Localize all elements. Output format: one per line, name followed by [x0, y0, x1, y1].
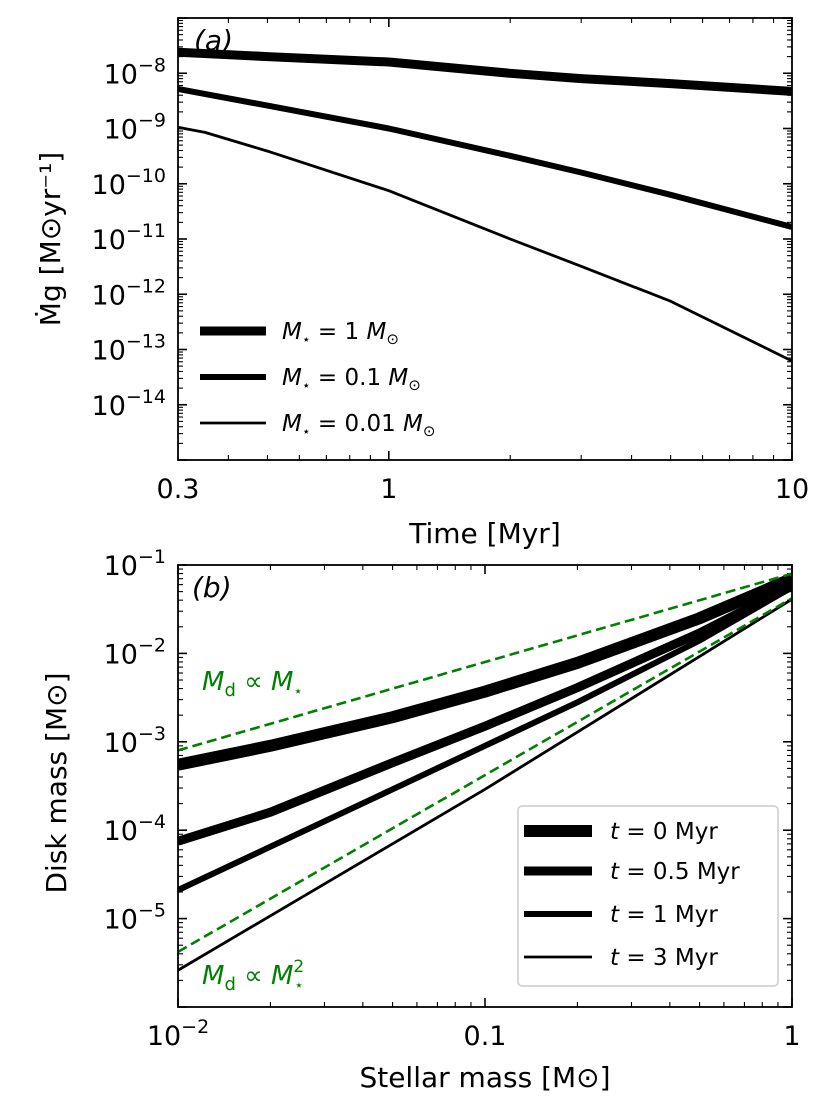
panel-a-ytick-label: 10−12: [92, 275, 166, 311]
panel-b-series-1: [178, 581, 792, 846]
panel-b-legend-label-0: t = 0 Myr: [610, 819, 718, 845]
panel-b-xtick-label: 10−2: [147, 1016, 209, 1052]
panel-a-frame: [177, 17, 793, 461]
panel-a-xtick-label: 1: [380, 474, 397, 505]
panel-b-xlabel: Stellar mass [M⊙]: [359, 1061, 610, 1094]
panel-b-series-5: [178, 597, 792, 954]
panel-b-annotation-linear-scaling: Md ∝ M⋆: [202, 667, 303, 701]
panel-b-ytick-label: 10−4: [104, 811, 166, 847]
panel-b-frame: [177, 564, 793, 1008]
panel-b-ytick-label: 10−2: [104, 634, 166, 670]
panel-a-ylabel-text: Ṁg [M⊙yr⁻¹]: [34, 152, 67, 326]
panel-b-xtick-label: 1: [783, 1021, 800, 1052]
panel-a-ytick-label: 10−14: [92, 386, 166, 422]
panel-b-series-2: [178, 584, 792, 893]
panel-a-series-2: [178, 125, 792, 363]
panel-a-label: (a): [194, 24, 233, 57]
panel-b-series-4: [178, 572, 792, 752]
panel-b-xtick-label: 0.1: [464, 1021, 507, 1052]
panel-a-ytick-label: 10−13: [92, 331, 166, 367]
panel-a-legend-label-1: M⋆ = 0.1 M⊙: [282, 365, 421, 394]
panel-a-ticks: 0.3 1 10 10−8 10−9 10−10 10−11 10−12 10−13 10−14: [92, 17, 809, 505]
panel-b-ylabel-text: Disk mass [M⊙]: [40, 672, 73, 893]
panel-b-label: (b): [192, 571, 232, 604]
panel-a-ytick-label: 10−10: [92, 165, 166, 201]
panel-b-series-3: [178, 598, 792, 972]
panel-a-xtick-label: 10: [775, 474, 809, 505]
panel-a-ytick-label: 10−8: [104, 54, 166, 90]
panel-b-ytick-label: 10−1: [104, 546, 166, 582]
panel-b-annotation-quadratic-scaling: Md ∝ M2 ⋆: [202, 957, 304, 995]
panel-a-ytick-label: 10−9: [104, 110, 166, 146]
panel-b-annotations: Md ∝ M⋆ Md ∝ M2 ⋆: [202, 667, 304, 995]
panel-a-series-0: [178, 47, 792, 96]
panel-a-xtick-label: 0.3: [157, 474, 200, 505]
panel-b-ytick-label: 10−5: [104, 900, 166, 936]
panel-b-legend: t = 0 Myr t = 0.5 Myr t = 1 Myr t = 3 Myr: [517, 805, 779, 987]
panel-b: 10−2 0.1 1 10−1 10−2 10−3 10−4 10−5 (b) Md ∝ M⋆…: [40, 546, 801, 1094]
panel-a-xlabel: Time [Myr]: [408, 517, 561, 550]
panel-b-series-0: [178, 573, 792, 771]
panel-b-ytick-label: 10−3: [104, 723, 166, 759]
panel-a-legend: M⋆ = 1 M⊙ M⋆ = 0.1 M⊙ M⋆ = 0.01 M⊙: [200, 319, 435, 440]
panel-a-ytick-label: 10−11: [92, 220, 166, 256]
panel-b-legend-label-1: t = 0.5 Myr: [610, 859, 740, 885]
panel-b-ylabel: Disk mass [M⊙]: [40, 672, 73, 893]
panel-b-legend-frame: [517, 805, 779, 987]
panel-b-legend-label-2: t = 1 Myr: [610, 902, 718, 928]
panel-b-series: [178, 572, 792, 972]
panel-a-ylabel: Ṁg [M⊙yr⁻¹]: [34, 152, 67, 326]
panel-a-series-1: [178, 85, 792, 230]
panel-a-legend-label-2: M⋆ = 0.01 M⊙: [282, 411, 435, 440]
panel-a-legend-label-0: M⋆ = 1 M⊙: [282, 319, 399, 348]
panel-a: 0.3 1 1010−810−910−1010−1110−1210−1310−14 …: [34, 17, 809, 550]
panel-b-legend-label-3: t = 3 Myr: [610, 945, 718, 971]
panel-a-series: [178, 47, 792, 363]
